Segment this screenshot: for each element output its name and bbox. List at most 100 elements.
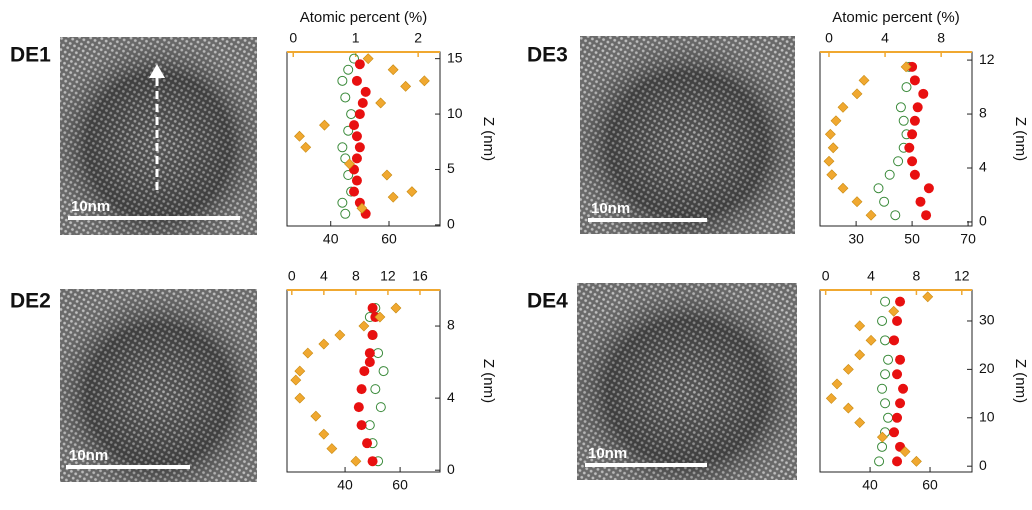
x-tick-label: 50: [904, 231, 920, 247]
x2-axis-title: Atomic percent (%): [832, 9, 960, 26]
point: [854, 417, 866, 429]
y-tick-label: 10: [447, 105, 463, 121]
point: [354, 142, 365, 153]
micrograph-shade: [60, 289, 257, 482]
point: [343, 64, 354, 75]
point: [880, 369, 891, 380]
point: [375, 402, 386, 413]
y-tick-label: 4: [447, 389, 455, 405]
point: [883, 354, 894, 365]
y-tick-label: 10: [979, 408, 995, 424]
point: [876, 431, 888, 443]
point: [337, 197, 348, 208]
point: [877, 441, 888, 452]
point: [831, 378, 843, 390]
x-tick-label: 30: [848, 231, 864, 247]
x2-tick-label: 16: [412, 268, 428, 284]
y-axis-title: Z (nm): [1012, 359, 1029, 403]
point: [895, 354, 906, 365]
point: [830, 115, 842, 127]
point: [337, 142, 348, 153]
point: [912, 102, 923, 113]
point: [842, 402, 854, 414]
point: [351, 75, 362, 86]
point: [892, 369, 903, 380]
point: [367, 456, 378, 467]
point: [358, 320, 370, 332]
arrow-head: [149, 64, 165, 78]
point: [854, 320, 866, 332]
point: [343, 170, 354, 181]
point: [406, 186, 418, 198]
point: [359, 366, 370, 377]
micrograph-shade: [580, 36, 795, 234]
point: [351, 175, 362, 186]
x2-tick-label: 0: [822, 268, 830, 284]
x-tick-label: 40: [862, 477, 878, 493]
point: [418, 75, 430, 87]
point: [354, 109, 365, 120]
point: [900, 61, 912, 73]
x2-tick-label: 0: [825, 30, 833, 46]
point: [370, 384, 381, 395]
point: [378, 366, 389, 377]
point: [349, 53, 360, 64]
y-tick-label: 12: [979, 51, 995, 67]
point: [310, 410, 322, 422]
point: [898, 383, 909, 394]
point: [877, 383, 888, 394]
x2-tick-label: 1: [352, 30, 360, 46]
point: [873, 183, 884, 194]
panel-label: DE2: [10, 290, 51, 313]
x2-tick-label: 12: [954, 268, 970, 284]
point: [854, 349, 866, 361]
point: [909, 169, 920, 180]
point: [290, 374, 302, 386]
point: [837, 182, 849, 194]
point: [892, 412, 903, 423]
point: [880, 398, 891, 409]
point: [300, 141, 312, 153]
point: [351, 153, 362, 164]
point: [893, 156, 904, 167]
point: [826, 169, 838, 181]
point: [837, 101, 849, 113]
y-axis-title: Z (nm): [1012, 117, 1029, 161]
y-tick-label: 0: [447, 461, 455, 477]
point: [880, 335, 891, 346]
point: [909, 115, 920, 126]
point: [827, 142, 839, 154]
point: [889, 335, 900, 346]
point: [302, 347, 314, 359]
point: [877, 315, 888, 326]
x2-tick-label: 8: [913, 268, 921, 284]
y-axis-title: Z (nm): [480, 359, 497, 403]
x2-tick-label: 2: [414, 30, 422, 46]
point: [825, 393, 837, 404]
point: [895, 102, 906, 113]
point: [337, 75, 348, 86]
point: [349, 120, 360, 131]
point: [923, 183, 934, 194]
point: [918, 88, 929, 99]
point: [367, 303, 378, 314]
point: [901, 82, 912, 93]
panel-label: DE1: [10, 44, 51, 67]
x2-tick-label: 8: [352, 268, 360, 284]
point: [318, 428, 330, 440]
y-tick-label: 5: [447, 160, 455, 176]
point: [294, 365, 306, 377]
y-tick-label: 20: [979, 360, 995, 376]
x-tick-label: 40: [337, 477, 353, 493]
x2-tick-label: 4: [881, 30, 889, 46]
x-tick-label: 60: [922, 477, 938, 493]
point: [364, 357, 375, 368]
point: [892, 456, 903, 467]
y-tick-label: 8: [979, 105, 987, 121]
point: [851, 88, 863, 100]
x-tick-label: 40: [323, 231, 339, 247]
point: [858, 74, 870, 86]
point: [353, 402, 364, 413]
point: [346, 109, 357, 120]
point: [907, 61, 918, 72]
